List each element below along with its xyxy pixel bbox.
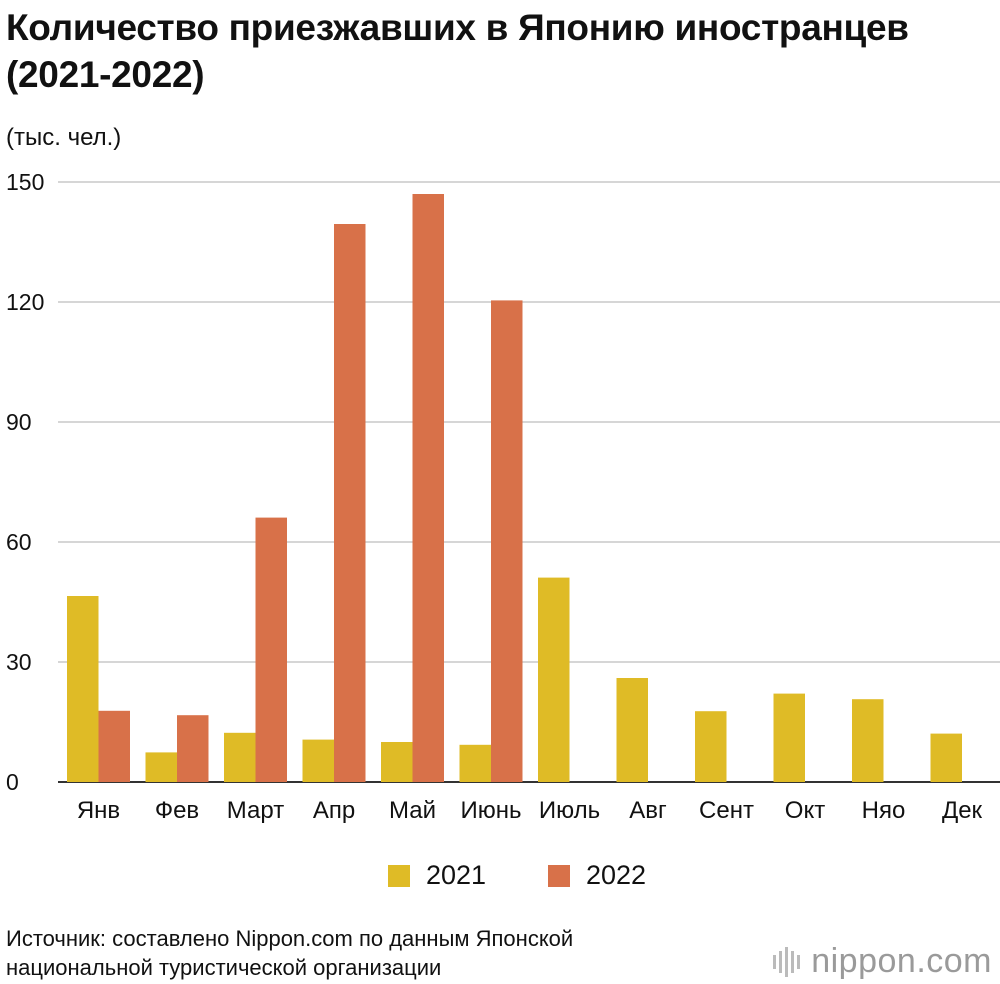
legend-swatch-2021: [388, 864, 410, 887]
bar-2021-11: [852, 699, 884, 782]
bar-2022-4: [334, 224, 366, 782]
y-tick-label: 120: [6, 289, 44, 315]
legend-label-2022: 2022: [586, 860, 647, 890]
x-tick-label: Июль: [539, 797, 600, 824]
bar-2021-8: [616, 678, 648, 782]
legend-item-2022: 2022: [548, 860, 646, 891]
bar-2021-10: [773, 693, 805, 782]
nippon-logo: nippon.com: [773, 942, 992, 981]
source-line-1: Источник: составлено Nippon.com по данны…: [6, 926, 574, 951]
x-tick-label: Сент: [699, 797, 754, 824]
bar-chart: 0 30 60 90 120 150 Янв Фев Март Апр Май Июнь Июль Ав…: [6, 169, 1000, 824]
y-tick-labels: 0 30 60 90 120 150: [6, 169, 44, 795]
bar-2022-3: [255, 517, 287, 782]
y-tick-label: 150: [6, 169, 44, 195]
bar-2022-5: [412, 194, 444, 782]
bar-2021-7: [538, 577, 570, 782]
x-tick-label: Янв: [77, 797, 120, 824]
logo-text: nippon.com: [811, 942, 992, 980]
x-tick-label: Фев: [155, 797, 199, 824]
y-tick-label: 30: [6, 649, 32, 675]
x-tick-label: Дек: [942, 797, 983, 824]
bar-2021-12: [930, 733, 962, 782]
bar-2021-5: [381, 742, 413, 782]
legend-item-2021: 2021: [388, 860, 486, 891]
x-tick-label: Апр: [313, 797, 355, 824]
legend-label-2021: 2021: [426, 860, 487, 890]
x-tick-label: Авг: [629, 797, 667, 824]
bar-2021-9: [695, 711, 727, 782]
bars: [67, 194, 962, 782]
x-tick-label: Март: [227, 797, 284, 824]
bar-2021-3: [224, 732, 256, 782]
bar-2022-2: [177, 715, 209, 782]
x-tick-label: Няо: [862, 797, 906, 824]
legend-swatch-2022: [548, 864, 570, 887]
y-tick-label: 0: [6, 769, 19, 795]
x-tick-label: Окт: [785, 797, 825, 824]
y-tick-label: 60: [6, 529, 32, 555]
legend: 2021 2022: [0, 860, 1000, 900]
x-tick-label: Июнь: [460, 797, 521, 824]
y-tick-label: 90: [6, 409, 32, 435]
gridlines: [58, 181, 1000, 783]
chart-title: Количество приезжавших в Японию иностран…: [6, 7, 909, 95]
source-note: Источник: составлено Nippon.com по данны…: [6, 924, 573, 982]
x-tick-labels: Янв Фев Март Апр Май Июнь Июль Авг Сент Окт Няо Дек: [77, 797, 983, 824]
y-axis-unit-label: (тыс. чел.): [6, 124, 122, 151]
source-line-2: национальной туристической организации: [6, 955, 442, 980]
bar-2021-1: [67, 596, 99, 782]
logo-mark-icon: [773, 946, 803, 977]
x-tick-label: Май: [389, 797, 436, 824]
bar-2021-4: [302, 739, 334, 782]
bar-2021-6: [459, 744, 491, 782]
bar-2021-2: [145, 752, 177, 782]
bar-2022-1: [98, 710, 130, 782]
bar-2022-6: [491, 300, 523, 782]
